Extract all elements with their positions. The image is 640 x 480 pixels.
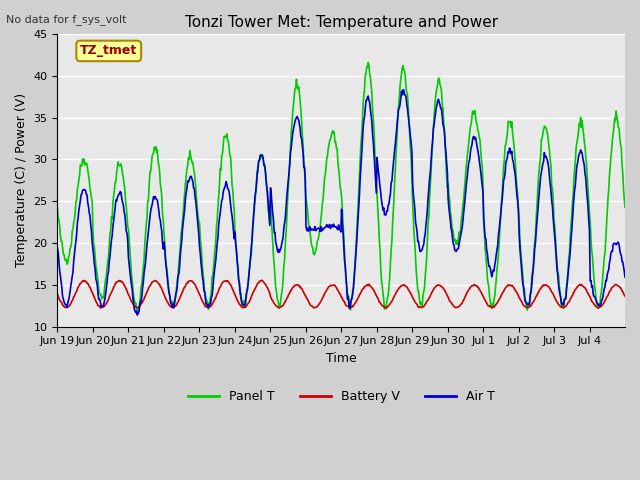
Air T [225,189,233,194]
Panel T [621,204,629,210]
Battery V [433,283,440,289]
Panel T [401,72,409,78]
Legend: Panel T, Battery V, Air T: Panel T, Battery V, Air T [182,385,500,408]
Air T [433,102,441,108]
Air T [275,246,282,252]
Battery V [621,293,629,299]
Air T [54,245,61,251]
Line: Battery V: Battery V [58,280,625,308]
Battery V [275,304,282,310]
Air T [401,92,409,98]
Text: No data for f_sys_volt: No data for f_sys_volt [6,14,127,25]
Panel T [433,84,441,90]
Battery V [258,277,266,283]
X-axis label: Time: Time [326,352,356,365]
Battery V [253,283,260,289]
Battery V [120,282,128,288]
Title: Tonzi Tower Met: Temperature and Power: Tonzi Tower Met: Temperature and Power [184,15,498,30]
Panel T [120,181,128,187]
Line: Panel T: Panel T [58,62,625,312]
Panel T [54,205,61,211]
Air T [399,87,407,93]
Line: Air T: Air T [58,90,625,315]
Battery V [594,305,602,311]
Text: TZ_tmet: TZ_tmet [80,45,138,58]
Air T [621,274,629,280]
Panel T [364,60,372,65]
Battery V [54,291,61,297]
Air T [253,172,261,178]
Battery V [225,279,232,285]
Panel T [275,301,282,307]
Battery V [401,282,408,288]
Panel T [135,309,143,314]
Panel T [253,168,261,174]
Air T [134,312,141,318]
Y-axis label: Temperature (C) / Power (V): Temperature (C) / Power (V) [15,93,28,267]
Panel T [225,144,233,150]
Air T [120,208,128,214]
